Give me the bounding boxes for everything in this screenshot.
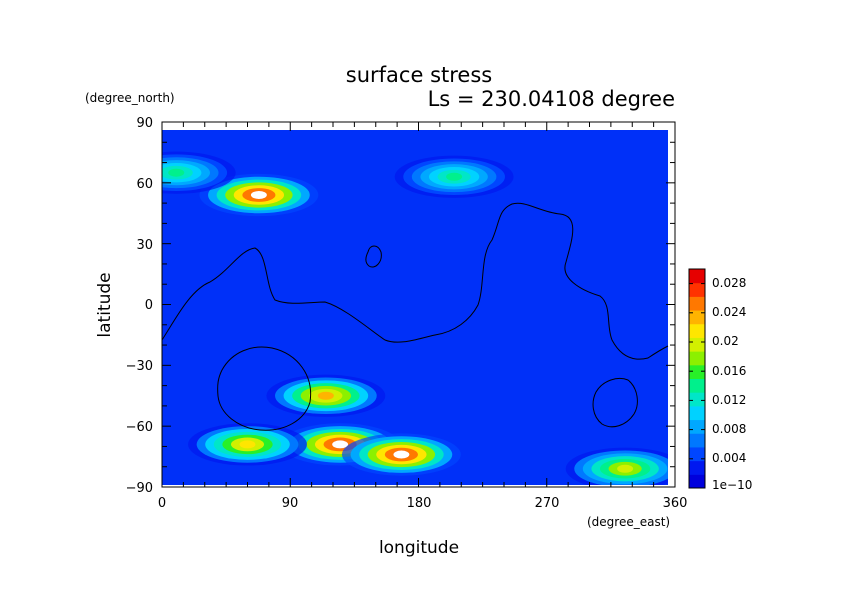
colorbar-swatch <box>689 474 705 489</box>
y-tick-label: −30 <box>126 359 153 374</box>
x-axis-label: longitude <box>379 538 459 558</box>
stress-contour-band <box>317 391 334 400</box>
colorbar-label: 0.024 <box>712 305 746 319</box>
colorbar-swatch <box>689 296 705 311</box>
stress-hotspot <box>162 151 236 194</box>
x-tick-label: 180 <box>407 496 432 511</box>
colorbar-swatch <box>689 378 705 393</box>
colorbar-swatch <box>689 364 705 379</box>
colorbar-swatch <box>689 310 705 325</box>
topography-contours <box>161 202 669 431</box>
contour-line <box>592 378 638 428</box>
colorbar-swatch <box>689 282 705 297</box>
colorbar-labels: 0.028 0.024 0.02 0.016 0.012 0.008 0.004… <box>712 276 752 492</box>
x-tick-labels: 0 90 180 270 360 <box>158 496 688 511</box>
stress-contour-band <box>446 172 463 181</box>
y-tick-label: −90 <box>126 481 153 496</box>
stress-hotspot <box>188 423 307 466</box>
colorbar-label: 0.02 <box>712 334 739 348</box>
contour-line <box>217 346 312 431</box>
colorbar-swatch <box>689 337 705 352</box>
y-tick-label: 60 <box>136 177 153 192</box>
contour-line <box>365 245 382 268</box>
colorbar-label: 1e−10 <box>712 478 752 492</box>
stress-hotspot <box>341 433 461 476</box>
colorbar-label: 0.012 <box>712 393 746 407</box>
stress-peak-core <box>332 440 349 449</box>
stress-hotspot <box>266 374 386 417</box>
colorbar-label: 0.028 <box>712 276 746 290</box>
x-tick-label: 0 <box>158 496 166 511</box>
x-units-label: (degree_east) <box>587 515 670 529</box>
heatmap-field <box>162 130 668 485</box>
stress-contour-band <box>617 464 634 473</box>
colorbar-swatch <box>689 460 705 475</box>
colorbar-swatch <box>689 323 705 338</box>
colorbar-swatch <box>689 405 705 421</box>
y-units-label: (degree_north) <box>85 91 175 105</box>
colorbar-swatch <box>689 392 705 407</box>
colorbar-label: 0.004 <box>712 451 746 465</box>
stress-hotspot <box>565 447 668 485</box>
stress-contour-band <box>168 168 185 177</box>
stress-hotspot <box>199 173 319 217</box>
stress-contour-band <box>239 440 256 449</box>
stress-peak-core <box>393 450 410 459</box>
stress-peak-core <box>250 191 267 199</box>
stress-hotspot <box>394 155 514 198</box>
y-tick-label: 0 <box>145 298 153 313</box>
colorbar-swatch <box>689 419 705 434</box>
x-tick-label: 270 <box>535 496 560 511</box>
x-tick-label: 360 <box>663 496 688 511</box>
colorbar-swatch <box>689 433 705 448</box>
colorbar-swatch <box>689 446 705 462</box>
y-tick-labels: 90 60 30 0 −30 −60 −90 <box>126 116 153 496</box>
y-axis-label: latitude <box>95 272 115 337</box>
chart-subtitle: Ls = 230.04108 degree <box>428 87 675 111</box>
y-tick-label: −60 <box>126 420 153 435</box>
axis-ticks <box>161 121 676 488</box>
colorbar-swatch <box>689 351 705 366</box>
colorbar-swatch <box>689 269 705 284</box>
chart-title: surface stress <box>346 63 492 87</box>
colorbar-frame <box>688 268 706 489</box>
colorbar-label: 0.016 <box>712 364 746 378</box>
y-tick-label: 90 <box>136 116 153 131</box>
colorbar-label: 0.008 <box>712 422 746 436</box>
colorbar: 0.028 0.024 0.02 0.016 0.012 0.008 0.004… <box>688 268 752 492</box>
contour-line <box>161 202 669 360</box>
y-tick-label: 30 <box>136 238 153 253</box>
x-tick-label: 90 <box>282 496 299 511</box>
